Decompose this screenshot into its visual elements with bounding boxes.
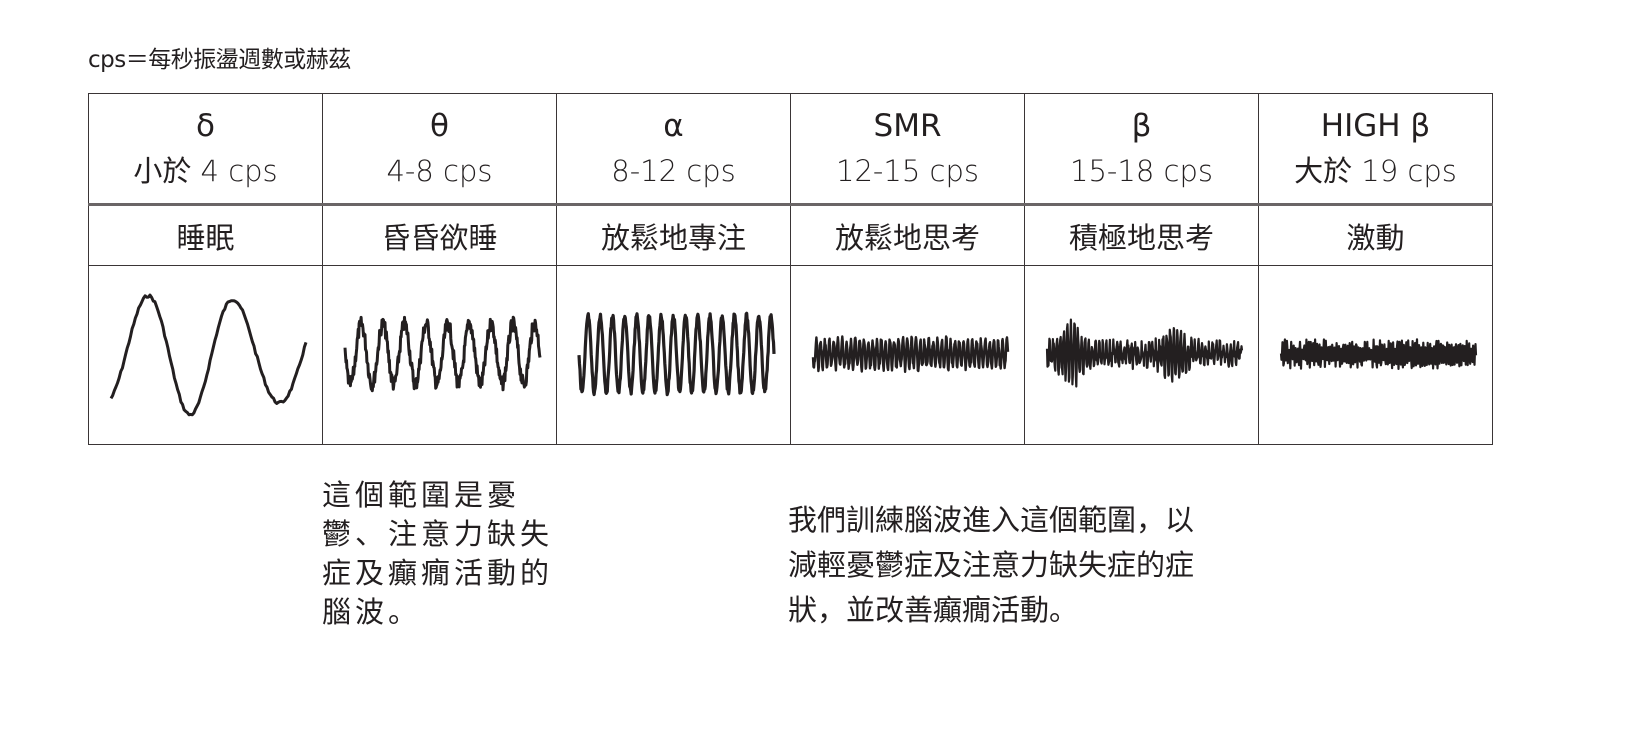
wave-cell [1024, 265, 1259, 445]
state-cell: 昏昏欲睡 [322, 204, 557, 266]
waveform-trace [109, 293, 308, 417]
state-cell: 睡眠 [88, 204, 323, 266]
waveform-trace [1045, 318, 1244, 388]
abnormal-range-caption: 這個範圍是憂 鬱、注意力缺失 症及癲癇活動的 腦波。 [322, 476, 562, 632]
header-delta: δ 小於 4 cps [88, 93, 323, 206]
header-beta: β 15-18 cps [1024, 93, 1259, 206]
theta-waveform [343, 315, 542, 393]
band-symbol: β [1131, 107, 1152, 144]
band-range: 12-15 cps [836, 153, 979, 188]
band-symbol: δ [196, 107, 215, 144]
cps-definition-note: cps＝每秒振盪週數或赫茲 [88, 47, 351, 73]
high-beta-waveform [1279, 338, 1478, 370]
caption-line: 症及癲癇活動的 [322, 556, 554, 590]
state-cell: 激動 [1258, 204, 1493, 266]
waveform-trace [1279, 338, 1478, 370]
band-range: 8-12 cps [611, 153, 736, 188]
frequency-header-row: δ 小於 4 cps θ 4-8 cps α 8-12 cps SMR 12-15 cp… [88, 93, 1493, 206]
caption-line: 腦波。 [322, 595, 422, 629]
band-range: 小於 4 cps [133, 153, 278, 188]
band-symbol: θ [430, 107, 449, 144]
header-theta: θ 4-8 cps [322, 93, 557, 206]
waveform-row [88, 265, 1493, 445]
band-range: 15-18 cps [1070, 153, 1213, 188]
state-cell: 放鬆地專注 [556, 204, 791, 266]
training-range-caption: 我們訓練腦波進入這個範圍，以 減輕憂鬱症及注意力缺失症的症 狀，並改善癲癇活動。 [788, 498, 1268, 633]
alpha-waveform [577, 311, 776, 397]
wave-cell [556, 265, 791, 445]
header-alpha: α 8-12 cps [556, 93, 791, 206]
wave-cell [322, 265, 557, 445]
band-range: 4-8 cps [386, 153, 493, 188]
caption-line: 我們訓練腦波進入這個範圍，以 [788, 503, 1195, 537]
state-cell: 放鬆地思考 [790, 204, 1025, 266]
band-symbol: SMR [873, 107, 942, 144]
mental-state-row: 睡眠 昏昏欲睡 放鬆地專注 放鬆地思考 積極地思考 激動 [88, 204, 1493, 266]
waveform-trace [343, 315, 542, 393]
header-smr: SMR 12-15 cps [790, 93, 1025, 206]
band-symbol: HIGH β [1320, 107, 1431, 144]
caption-line: 減輕憂鬱症及注意力缺失症的症 [788, 548, 1195, 582]
band-range: 大於 19 cps [1294, 153, 1457, 188]
wave-cell [790, 265, 1025, 445]
brainwave-table: δ 小於 4 cps θ 4-8 cps α 8-12 cps SMR 12-15 cp… [88, 93, 1493, 445]
waveform-trace [811, 335, 1010, 373]
caption-line: 狀，並改善癲癇活動。 [788, 593, 1079, 627]
band-symbol: α [663, 107, 684, 144]
beta-waveform [1045, 318, 1244, 388]
smr-waveform [811, 335, 1010, 373]
header-high-beta: HIGH β 大於 19 cps [1258, 93, 1493, 206]
caption-line: 這個範圍是憂 [322, 478, 521, 512]
delta-waveform [109, 293, 308, 417]
state-cell: 積極地思考 [1024, 204, 1259, 266]
caption-line: 鬱、注意力缺失 [322, 517, 554, 551]
wave-cell [1258, 265, 1493, 445]
wave-cell [88, 265, 323, 445]
waveform-trace [577, 311, 776, 397]
